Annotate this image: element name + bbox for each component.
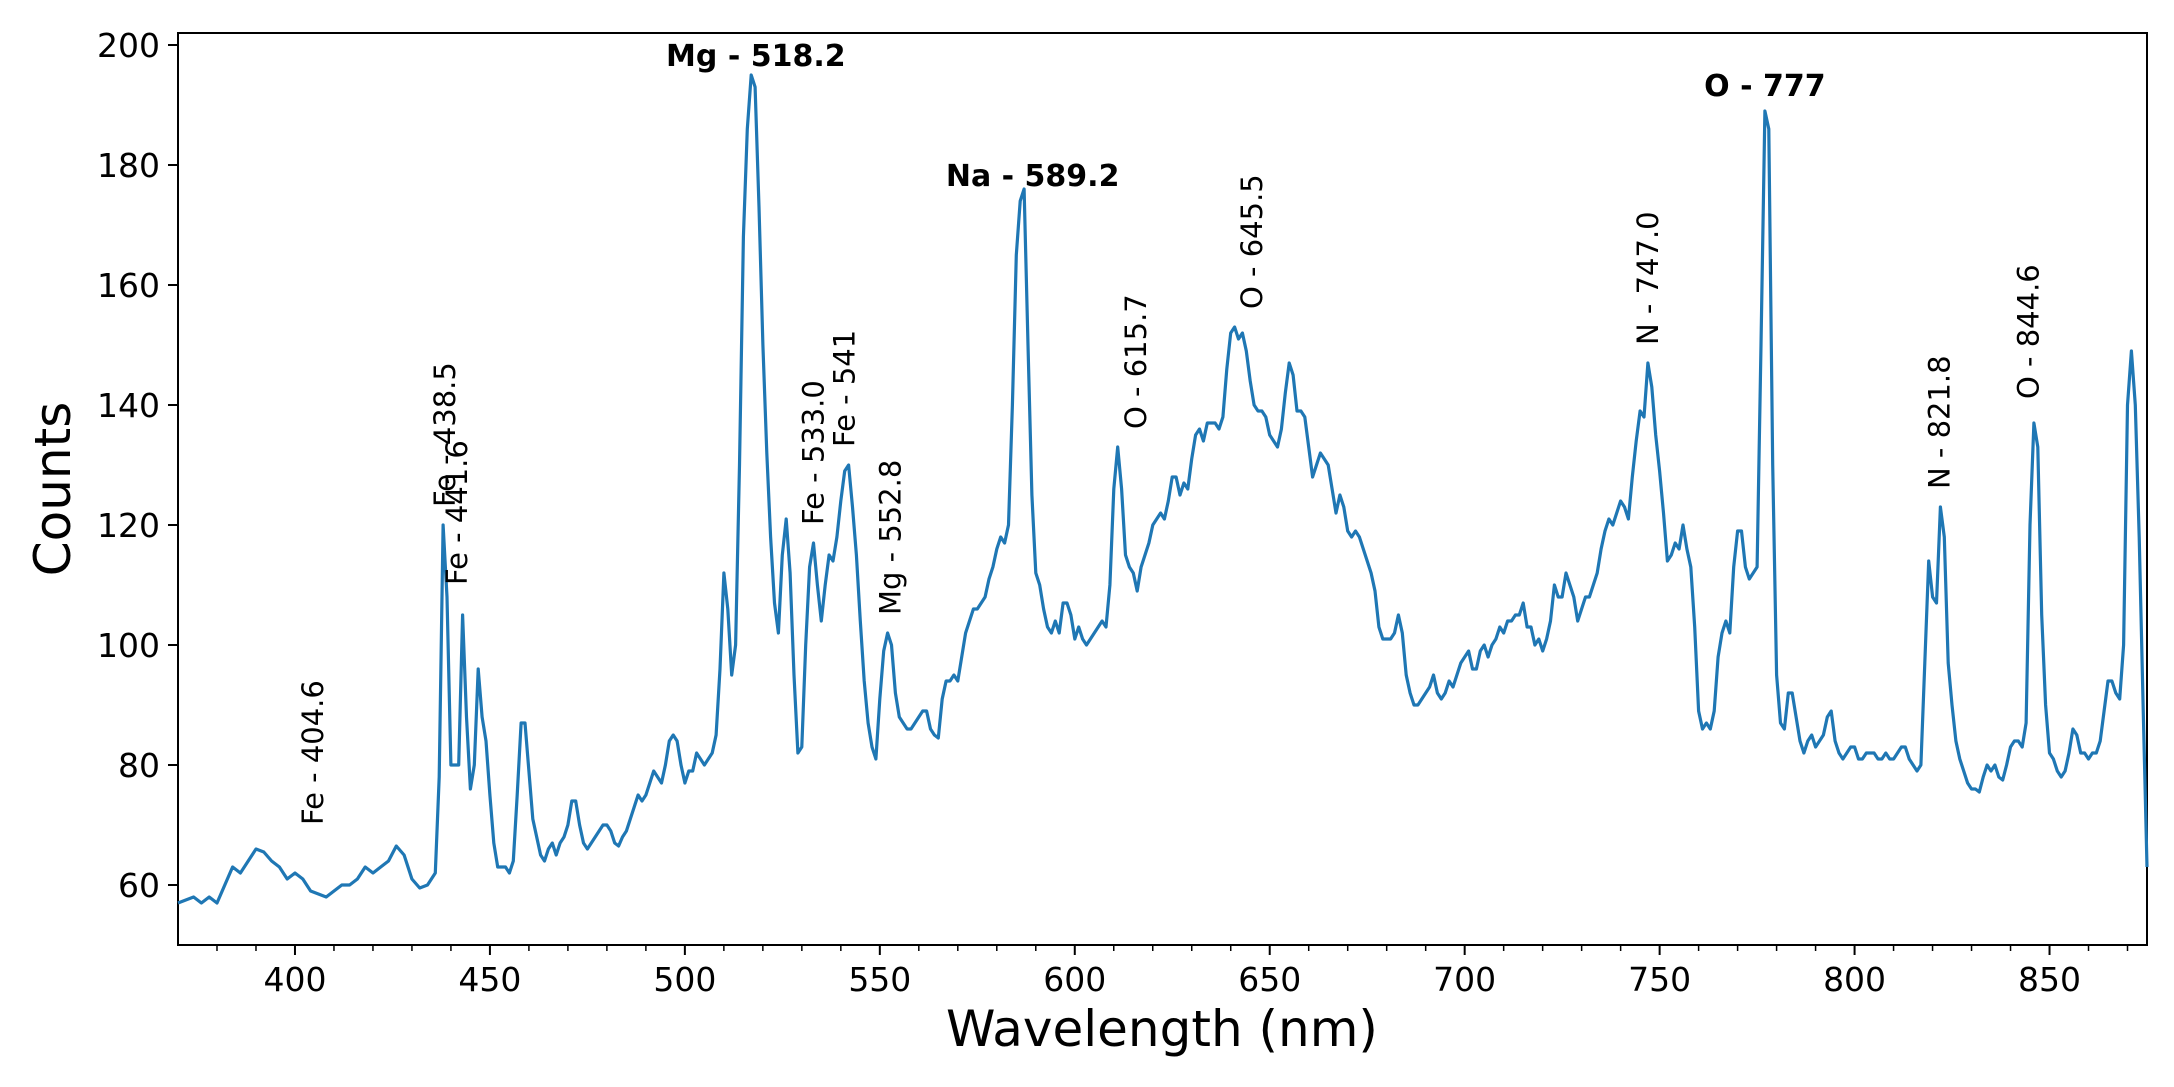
x-tick-label: 700 [1433, 960, 1496, 999]
y-tick-label: 120 [97, 506, 160, 545]
peak-label: Na - 589.2 [946, 159, 1120, 194]
peak-annotations: Fe - 404.6 Fe - 438.5Fe - 441.6 Fe - 533.0… [296, 39, 2046, 825]
x-tick-label: 850 [2018, 960, 2081, 999]
peak-label: O - 615.7 [1119, 294, 1153, 429]
peak-label: Fe - 533.0 [797, 380, 831, 525]
x-axis-title: Wavelength (nm) [946, 1000, 1378, 1058]
x-tick-label: 400 [263, 960, 326, 999]
x-tick-label: 450 [458, 960, 521, 999]
y-tick-label: 160 [97, 266, 160, 305]
y-axis: 60 80 100 120 140 160 180 200 [97, 26, 178, 905]
peak-label: O - 844.6 [2011, 264, 2045, 399]
x-axis: 400 450 500 550 600 650 700 750 800 850 [216, 945, 2129, 999]
y-tick-label: 200 [97, 26, 160, 65]
x-tick-label: 500 [653, 960, 716, 999]
peak-label: Fe - 404.6 [296, 680, 330, 825]
peak-label: O - 777 [1704, 69, 1825, 104]
peak-label: Mg - 552.8 [874, 460, 908, 615]
y-tick-label: 80 [118, 746, 160, 785]
x-tick-label: 750 [1628, 960, 1691, 999]
y-tick-label: 180 [97, 146, 160, 185]
peak-label: O - 645.5 [1235, 174, 1269, 309]
x-tick-label: 550 [848, 960, 911, 999]
peak-label: N - 821.8 [1923, 355, 1957, 489]
x-tick-label: 600 [1043, 960, 1106, 999]
y-axis-title: Counts [24, 402, 82, 577]
y-tick-label: 140 [97, 386, 160, 425]
y-tick-label: 60 [118, 866, 160, 905]
spectrum-line [177, 73, 2149, 905]
peak-label: N - 747.0 [1631, 211, 1665, 345]
peak-label: Fe - 541 [828, 330, 862, 447]
x-tick-label: 800 [1823, 960, 1886, 999]
y-tick-label: 100 [97, 626, 160, 665]
peak-label: Fe - 441.6 [440, 440, 474, 585]
plot-area-frame [177, 32, 2148, 946]
peak-label: Mg - 518.2 [666, 39, 846, 74]
peak-label: Fe - 438.5 [428, 362, 462, 507]
x-tick-label: 650 [1238, 960, 1301, 999]
